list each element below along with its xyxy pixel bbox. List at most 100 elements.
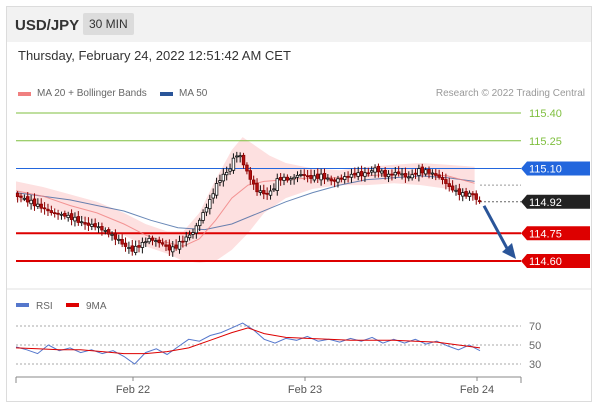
level-label-115-25: 115.25 (529, 136, 562, 148)
candle-body (46, 208, 50, 212)
level-label-115-10-tag (521, 161, 590, 176)
candle-body (218, 180, 222, 183)
candle-body (32, 198, 37, 207)
level-label-114-60-tag (521, 254, 590, 268)
candle-body (36, 203, 40, 207)
candle-body (380, 170, 384, 174)
candle-body (29, 199, 33, 205)
candle-body (309, 175, 313, 179)
forecast-arrow-head (502, 243, 516, 259)
candle-body (302, 174, 306, 176)
bollinger-band-area (16, 137, 475, 263)
candle-body (93, 223, 97, 228)
x-tick-label: Feb 22 (116, 384, 150, 396)
candle-body (292, 176, 296, 180)
candle-body (164, 244, 168, 247)
candle-body (444, 179, 448, 184)
interval-button[interactable]: 30 MIN (83, 13, 134, 35)
candle-body (113, 232, 118, 240)
candle-body (177, 241, 182, 250)
legend-ma20-swatch (18, 91, 31, 96)
candle-body (339, 177, 344, 180)
rsi-ma9-line (15, 327, 481, 355)
rsi-tick-50: 50 (529, 340, 541, 352)
legend-rsi-swatch (16, 303, 29, 307)
legend-rsi-label: RSI (36, 301, 53, 312)
candle-body (450, 185, 455, 191)
candle-body (322, 172, 327, 180)
candle-body (76, 216, 81, 223)
candle-body (171, 246, 175, 253)
legend-9ma-label: 9MA (86, 301, 107, 312)
candle-body (59, 213, 64, 216)
candle-body (349, 173, 354, 178)
candle-body (211, 193, 215, 199)
candle-body (198, 219, 202, 227)
candle-body (343, 176, 347, 180)
candle-body (22, 197, 27, 200)
candle-body (383, 169, 387, 177)
candle-body (127, 247, 131, 249)
candle-body (174, 244, 178, 249)
level-label-115-10: 115.10 (529, 164, 562, 176)
candle-body (123, 242, 128, 247)
candle-body (366, 172, 371, 175)
candle-body (120, 239, 124, 245)
candle-body (329, 178, 333, 182)
timestamp: Thursday, February 24, 2022 12:51:42 AM … (18, 48, 291, 63)
candle-body (346, 175, 350, 178)
candle-body (477, 200, 482, 203)
candle-body (420, 166, 424, 174)
level-label-114-92-tag (521, 194, 590, 209)
candle-body (251, 179, 256, 185)
forecast-arrow-shaft (482, 205, 511, 253)
candle-body (430, 172, 435, 175)
candle-body (181, 240, 185, 243)
credit-label: Research © 2022 Trading Central (435, 88, 585, 99)
candle-body (130, 245, 134, 252)
candle-body (117, 238, 121, 241)
candle-body (437, 174, 441, 178)
candle-body (471, 193, 475, 196)
candle-body (272, 188, 276, 191)
candle-body (86, 222, 91, 226)
candle-body (100, 226, 104, 231)
candle-body (73, 216, 77, 222)
candle-body (376, 165, 381, 173)
candle-body (356, 172, 360, 177)
legend-9ma-swatch (66, 303, 79, 307)
candle-body (457, 188, 462, 195)
candle-body (26, 196, 30, 203)
candle-body (167, 244, 172, 251)
candle-body (336, 178, 340, 183)
candle-body (137, 245, 141, 248)
candle-body (373, 167, 377, 173)
candle-body (312, 175, 317, 181)
candle-body (106, 229, 111, 235)
candle-body (221, 173, 226, 182)
candle-body (386, 173, 391, 178)
candle-body (56, 212, 60, 215)
candle-body (69, 213, 74, 220)
candle-body (390, 173, 394, 176)
candle-body (241, 154, 246, 166)
candle-body (363, 172, 367, 177)
candles (15, 151, 482, 257)
candle-body (224, 171, 229, 176)
candle-body (140, 241, 145, 248)
candle-body (467, 192, 472, 197)
candle-body (332, 179, 337, 182)
symbol-label: USD/JPY (15, 17, 80, 34)
candle-body (413, 172, 418, 175)
candle-body (66, 214, 70, 219)
ma50-line (15, 175, 475, 231)
rsi-tick-30: 30 (529, 359, 541, 371)
candle-body (359, 171, 364, 176)
candle-body (319, 173, 323, 181)
candle-body (42, 207, 47, 210)
candle-body (262, 190, 266, 195)
candle-body (184, 236, 188, 242)
candle-body (96, 226, 101, 229)
candle-body (258, 190, 263, 193)
